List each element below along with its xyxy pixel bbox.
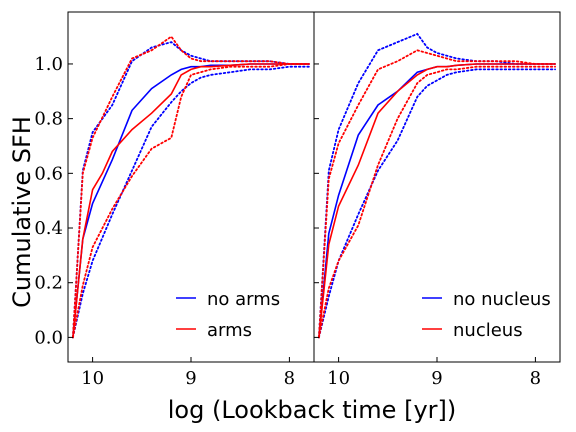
y-tick-label: 1.0 <box>34 54 63 75</box>
legend-label: arms <box>207 320 252 341</box>
y-axis-label: Cumulative SFH <box>8 116 36 308</box>
y-tick-label: 0.2 <box>34 273 63 294</box>
right-panel: 10 9 8 no nucleus nucleus <box>313 11 561 389</box>
series-line-1-1 <box>317 68 556 339</box>
x-tick-label: 10 <box>81 368 104 389</box>
x-tick-label: 8 <box>530 368 541 389</box>
x-tick-label: 9 <box>185 368 196 389</box>
left-panel: 10 9 8 0.0 0.2 0.4 0.6 0.8 1.0 no arms arms <box>34 11 315 389</box>
x-axis-label: log (Lookback time [yr]) <box>168 396 456 424</box>
legend-label: no arms <box>207 289 280 310</box>
series-line-1-5 <box>317 49 556 339</box>
y-tick-label: 0.0 <box>34 327 63 348</box>
x-tick-label: 10 <box>327 368 350 389</box>
x-tick-label: 9 <box>431 368 442 389</box>
series-line-0-5 <box>72 35 311 339</box>
y-tick-label: 0.4 <box>34 218 63 239</box>
legend-label: no nucleus <box>453 289 551 310</box>
series-line-1-3 <box>318 63 556 338</box>
series-line-0-4 <box>72 63 311 339</box>
x-tick-label: 8 <box>284 368 295 389</box>
series-line-1-2 <box>317 32 556 339</box>
y-tick-label: 0.8 <box>34 109 63 130</box>
series-line-0-3 <box>72 63 310 338</box>
y-tick-label: 0.6 <box>34 163 63 184</box>
legend-label: nucleus <box>453 320 523 341</box>
series-line-1-4 <box>317 65 556 339</box>
